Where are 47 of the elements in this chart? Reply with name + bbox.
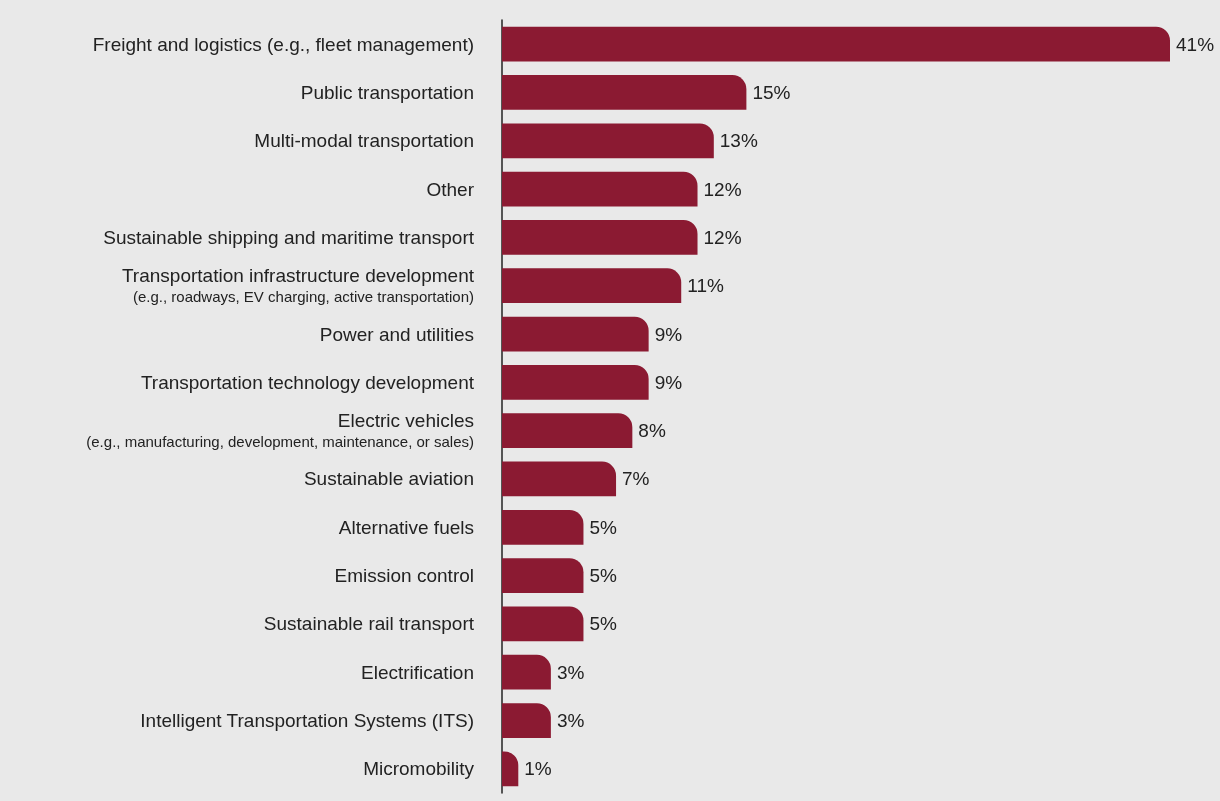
- data-label: 8%: [638, 420, 666, 442]
- bar: [502, 461, 617, 497]
- bar: [502, 703, 551, 738]
- y-tick-label: Micromobility: [363, 758, 475, 780]
- y-tick-label: Power and utilities: [319, 323, 474, 345]
- data-label: 3%: [556, 661, 585, 683]
- y-tick-label: Emission control: [334, 565, 474, 587]
- bar: [502, 171, 698, 207]
- bar: [502, 509, 584, 545]
- bar: [502, 123, 714, 159]
- bar: [502, 606, 584, 642]
- data-label: 13%: [719, 130, 758, 152]
- bar: [502, 268, 682, 304]
- y-tick-label: Electric vehicles (e.g., manufacturing, development, maintenance, or sales): [86, 410, 474, 451]
- data-label: 9%: [654, 371, 683, 393]
- data-label: 5%: [589, 613, 618, 635]
- bar: [502, 413, 633, 449]
- y-tick-label: Transportation infrastructure development (e.g., roadways, EV charging, active transportation): [121, 265, 475, 306]
- bar: [502, 316, 649, 352]
- y-tick-label: Sustainable rail transport: [263, 613, 475, 635]
- data-label: 41%: [1176, 33, 1215, 55]
- data-label: 12%: [703, 178, 742, 200]
- data-label: 11%: [687, 275, 724, 297]
- y-tick-label: Electrification: [361, 661, 474, 683]
- data-label: 7%: [622, 468, 650, 490]
- y-tick-label: Sustainable shipping and maritime transport: [103, 226, 475, 248]
- bar: [502, 26, 1170, 62]
- bar: [502, 220, 698, 255]
- bar: [502, 364, 649, 400]
- y-tick-label: Freight and logistics (e.g., fleet management): [92, 33, 474, 55]
- data-label: 5%: [589, 516, 618, 538]
- data-label: 9%: [654, 323, 683, 345]
- data-label: 3%: [556, 710, 585, 732]
- y-tick-label: Transportation technology development: [140, 371, 475, 393]
- data-label: 15%: [752, 81, 791, 103]
- bar: [502, 75, 747, 110]
- data-label: 5%: [589, 565, 618, 587]
- bar: [502, 654, 551, 690]
- y-tick-label: Intelligent Transportation Systems (ITS): [140, 710, 474, 732]
- y-tick-label: Multi-modal transportation: [254, 130, 474, 152]
- data-label: 12%: [703, 226, 742, 248]
- bar: [502, 558, 584, 593]
- y-tick-label: Alternative fuels: [338, 516, 474, 538]
- data-label: 1%: [524, 758, 552, 780]
- y-tick-label: Other: [426, 178, 475, 200]
- y-tick-label: Public transportation: [300, 81, 474, 103]
- y-tick-label: Sustainable aviation: [303, 468, 474, 490]
